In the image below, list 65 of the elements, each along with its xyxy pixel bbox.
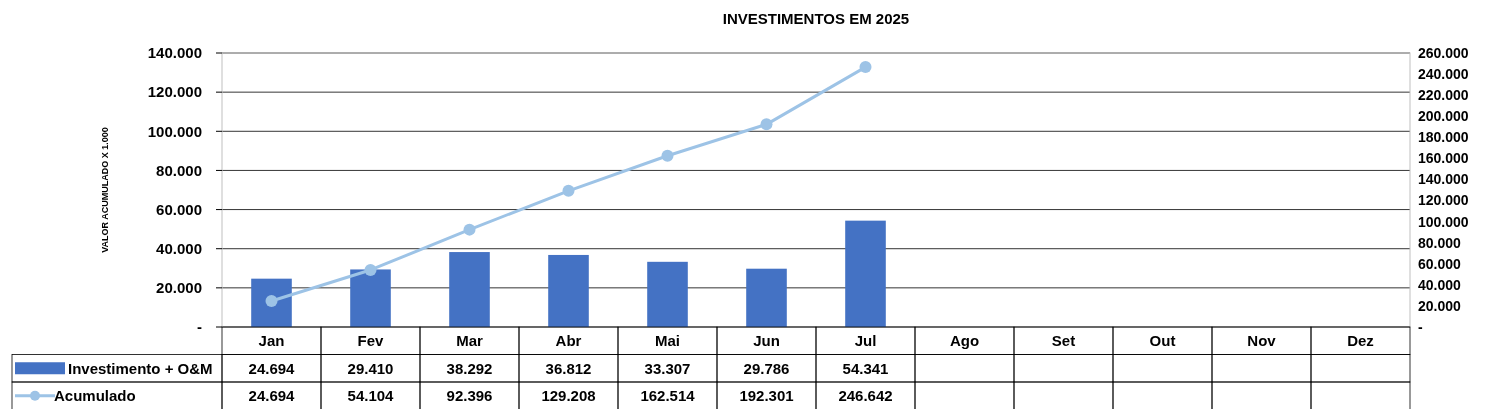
x-tick-label: Mar — [456, 332, 483, 349]
point — [760, 118, 773, 131]
y2-tick-label: 40.000 — [1418, 276, 1462, 293]
x-tick-label: Abr — [555, 332, 582, 349]
y-tick-label: 40.000 — [156, 239, 202, 257]
data-label: 54.104 — [347, 387, 395, 404]
x-tick-label: Jun — [753, 332, 780, 349]
data-label: 246.642 — [838, 387, 893, 404]
y2-tick-label: - — [1418, 318, 1423, 335]
data-label: 36.812 — [545, 359, 592, 377]
y2-tick-label: 160.000 — [1418, 150, 1469, 167]
point — [364, 263, 377, 276]
x-tick-label: Jan — [258, 332, 285, 349]
data-label: 29.786 — [743, 359, 790, 377]
y-tick-label: 100.000 — [147, 122, 202, 140]
data-label: 162.514 — [640, 387, 696, 404]
data-label: 24.694 — [248, 387, 296, 404]
data-label: 24.694 — [248, 359, 296, 377]
x-tick-label: Set — [1051, 332, 1076, 349]
y2-tick-label: 100.000 — [1418, 213, 1469, 230]
x-tick-label: Jul — [854, 332, 877, 349]
point — [859, 61, 872, 74]
y-tick-label: 140.000 — [147, 44, 202, 62]
y2-tick-label: 220.000 — [1418, 87, 1469, 104]
y-tick-label: 80.000 — [156, 161, 202, 179]
point — [463, 223, 476, 236]
point — [562, 184, 575, 197]
y-axis-title: VALOR ACUMULADO X 1.000 — [100, 127, 110, 253]
chart-title: INVESTIMENTOS EM 2025 — [722, 10, 910, 27]
point — [661, 149, 674, 162]
x-tick-label: Dez — [1347, 332, 1374, 349]
y2-tick-label: 120.000 — [1418, 192, 1469, 209]
data-label: 192.301 — [739, 387, 794, 404]
y-tick-label: - — [197, 318, 202, 336]
y2-tick-label: 80.000 — [1418, 234, 1462, 251]
x-tick-label: Mai — [654, 332, 681, 349]
data-label: 29.410 — [347, 359, 394, 377]
y2-tick-label: 240.000 — [1418, 65, 1469, 82]
y2-tick-label: 180.000 — [1418, 129, 1469, 146]
data-label: 33.307 — [644, 359, 691, 377]
bar — [251, 278, 292, 327]
legend-label: Investimento + O&M — [68, 359, 213, 377]
data-label: 54.341 — [842, 359, 889, 377]
y2-tick-label: 20.000 — [1418, 297, 1462, 314]
bar — [350, 269, 391, 327]
x-tick-label: Fev — [357, 332, 385, 349]
y-tick-label: 60.000 — [156, 200, 202, 218]
bar — [548, 254, 589, 327]
data-label: 92.396 — [446, 387, 493, 404]
bar — [845, 220, 886, 327]
y2-tick-label: 60.000 — [1418, 255, 1462, 272]
y2-tick-label: 140.000 — [1418, 171, 1469, 188]
y2-tick-label: 260.000 — [1418, 44, 1469, 61]
data-label: 129.208 — [541, 387, 596, 404]
y-tick-label: 120.000 — [147, 83, 202, 101]
bar — [746, 268, 787, 327]
x-tick-label: Nov — [1247, 332, 1277, 349]
bar — [647, 261, 688, 327]
bar — [449, 252, 490, 327]
y-tick-label: 20.000 — [156, 279, 202, 297]
data-label: 38.292 — [446, 359, 493, 377]
y2-tick-label: 200.000 — [1418, 108, 1469, 125]
legend-label: Acumulado — [54, 387, 136, 404]
x-tick-label: Ago — [949, 332, 980, 349]
x-tick-label: Out — [1149, 332, 1176, 349]
